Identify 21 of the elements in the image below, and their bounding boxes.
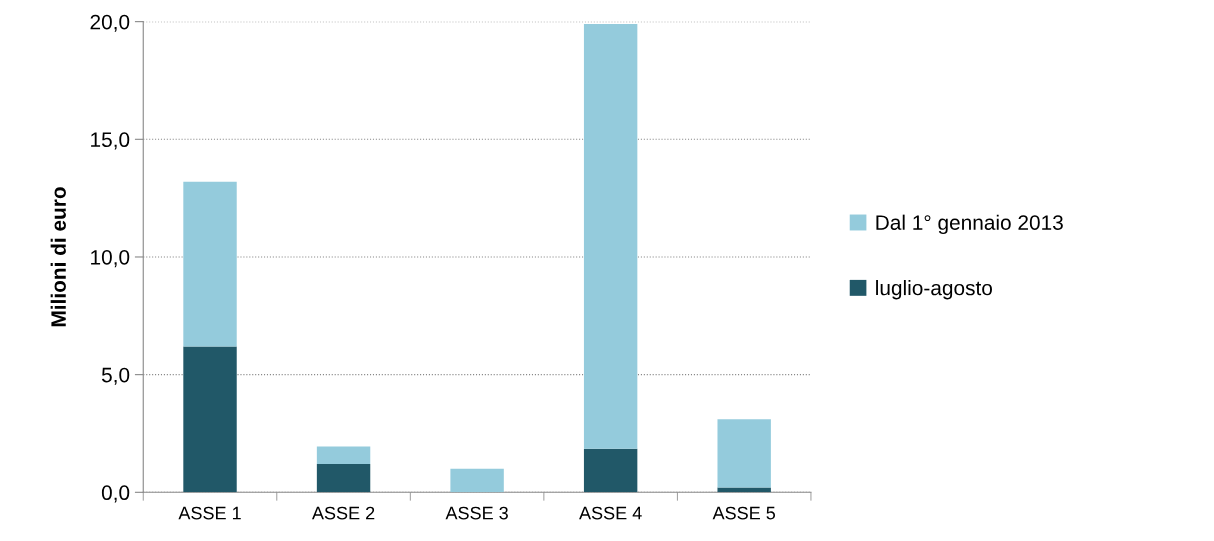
y-tick-label: 10,0 — [91, 249, 130, 268]
bar — [450, 468, 504, 493]
y-tick-label: 0,0 — [101, 485, 130, 503]
bar — [316, 464, 371, 493]
y-tick-label: 20,0 — [90, 14, 130, 32]
x-tick-label: ASSE 5 — [712, 506, 776, 520]
bar — [183, 346, 237, 493]
bar — [583, 23, 638, 449]
x-tick-label: ASSE 3 — [445, 506, 508, 520]
x-tick-label: ASSE 1 — [178, 506, 241, 520]
y-tick-label: 5,0 — [101, 367, 130, 385]
x-tick-label: ASSE 2 — [311, 506, 375, 520]
bar — [183, 181, 237, 347]
x-tick-label: ASSE 4 — [579, 506, 642, 520]
legend-label: Dal 1° gennaio 2013 — [876, 214, 1063, 235]
y-axis-title: Milioni di euro — [50, 187, 66, 327]
bar — [717, 419, 771, 488]
bar — [316, 446, 371, 465]
legend-label: luglio-agosto — [876, 280, 992, 300]
y-tick-label: 15,0 — [91, 132, 130, 150]
bar — [583, 448, 638, 493]
